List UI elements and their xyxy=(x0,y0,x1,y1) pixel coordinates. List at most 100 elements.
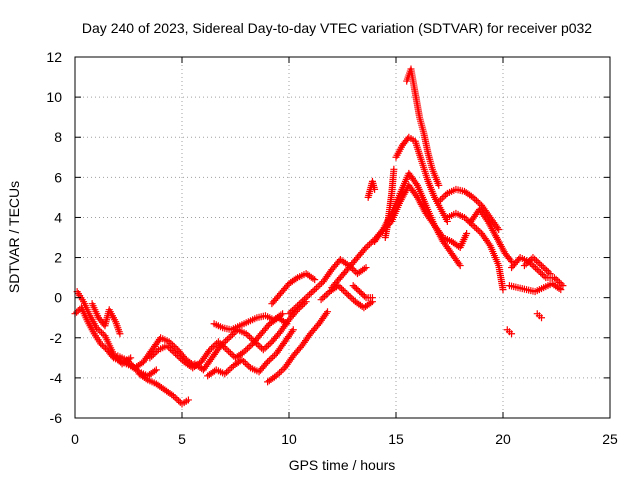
data-point-interp xyxy=(474,198,482,206)
data-point-interp xyxy=(462,215,470,223)
data-point-interp xyxy=(526,257,534,265)
data-point-interp xyxy=(151,367,159,375)
data-point-interp xyxy=(266,339,274,347)
x-tick-label: 5 xyxy=(178,431,186,447)
data-point-interp xyxy=(209,343,217,351)
data-point-interp xyxy=(438,194,446,202)
x-tick-label: 0 xyxy=(71,431,79,447)
data-point-interp xyxy=(555,284,563,292)
data-point-interp xyxy=(270,351,278,359)
data-point-interp xyxy=(304,292,312,300)
data-point-interp xyxy=(300,295,308,303)
data-point xyxy=(508,330,516,338)
data-point xyxy=(221,370,229,378)
data-point-interp xyxy=(309,274,317,282)
data-point-interp xyxy=(341,288,349,296)
data-point xyxy=(223,346,231,354)
y-tick-label: 0 xyxy=(54,290,62,306)
data-point-interp xyxy=(471,195,479,203)
data-point-interp xyxy=(292,303,300,311)
data-point-interp xyxy=(360,265,368,273)
y-axis-label: SDTVAR / TECUs xyxy=(6,181,22,293)
axes xyxy=(74,56,611,419)
data-point xyxy=(294,302,302,310)
data-point-interp xyxy=(295,300,303,308)
data-point-interp xyxy=(226,365,234,373)
data-point-interp xyxy=(262,360,270,368)
data-point-interp xyxy=(175,353,183,361)
data-point xyxy=(460,213,468,221)
data-point xyxy=(311,276,319,284)
data-point-interp xyxy=(265,356,273,364)
data-point-interp xyxy=(256,343,264,351)
data-point xyxy=(146,354,154,362)
data-point xyxy=(371,185,379,193)
data-point-interp xyxy=(297,298,305,306)
plot-frame xyxy=(74,56,611,419)
data-point-interp xyxy=(243,361,251,369)
data-point-interp xyxy=(226,349,234,357)
data-point-interp xyxy=(98,341,106,349)
data-point xyxy=(264,358,272,366)
data-point-interp xyxy=(173,351,181,359)
data-point-interp xyxy=(535,267,543,275)
data-point-interp xyxy=(360,292,368,300)
data-point-interp xyxy=(74,307,82,315)
data-point xyxy=(92,324,100,332)
data-point xyxy=(550,274,558,282)
data-point-interp xyxy=(73,308,81,316)
x-tick-label: 25 xyxy=(602,431,618,447)
y-tick-label: 12 xyxy=(46,49,62,65)
data-point-interp xyxy=(100,343,108,351)
data-point xyxy=(538,262,546,270)
x-tick-label: 15 xyxy=(388,431,404,447)
data-point xyxy=(435,181,443,189)
data-point-interp xyxy=(541,265,549,273)
data-point-interp xyxy=(246,333,254,341)
data-point-interp xyxy=(261,344,269,352)
data-point xyxy=(214,338,222,346)
data-point xyxy=(272,372,280,380)
data-point-interp xyxy=(336,283,344,291)
data-point-interp xyxy=(165,343,173,351)
data-point-interp xyxy=(536,260,544,268)
data-point-interp xyxy=(127,361,135,369)
data-point-interp xyxy=(357,289,365,297)
data-point xyxy=(343,290,351,298)
data-point-interp xyxy=(531,255,539,263)
data-point-interp xyxy=(307,289,315,297)
data-point-interp xyxy=(309,287,317,295)
data-point-interp xyxy=(537,269,545,277)
data-point xyxy=(456,262,464,270)
data-point-interp xyxy=(455,260,463,268)
x-axis-label: GPS time / hours xyxy=(289,457,396,473)
data-point-interp xyxy=(483,216,491,224)
x-tick-label: 10 xyxy=(281,431,297,447)
data-point-interp xyxy=(227,332,235,340)
data-point xyxy=(368,294,376,302)
data-point-interp xyxy=(142,375,150,383)
data-point-interp xyxy=(319,294,327,302)
data-points xyxy=(71,65,567,408)
data-point-interp xyxy=(228,351,236,359)
data-point-interp xyxy=(316,281,324,289)
data-point-interp xyxy=(485,240,493,248)
data-point-interp xyxy=(149,351,157,359)
data-point-interp xyxy=(124,357,132,365)
data-point-interp xyxy=(170,348,178,356)
data-point xyxy=(520,262,528,270)
data-point-interp xyxy=(322,291,330,299)
data-point-interp xyxy=(252,339,260,347)
data-point xyxy=(279,310,287,318)
data-point-interp xyxy=(528,261,536,269)
data-point-interp xyxy=(229,331,237,339)
y-tick-label: 8 xyxy=(54,129,62,145)
data-point xyxy=(163,342,171,350)
data-point xyxy=(97,340,105,348)
data-point-interp xyxy=(290,305,298,313)
data-point xyxy=(495,225,503,233)
data-point-interp xyxy=(554,277,562,285)
data-point-interp xyxy=(254,341,262,349)
